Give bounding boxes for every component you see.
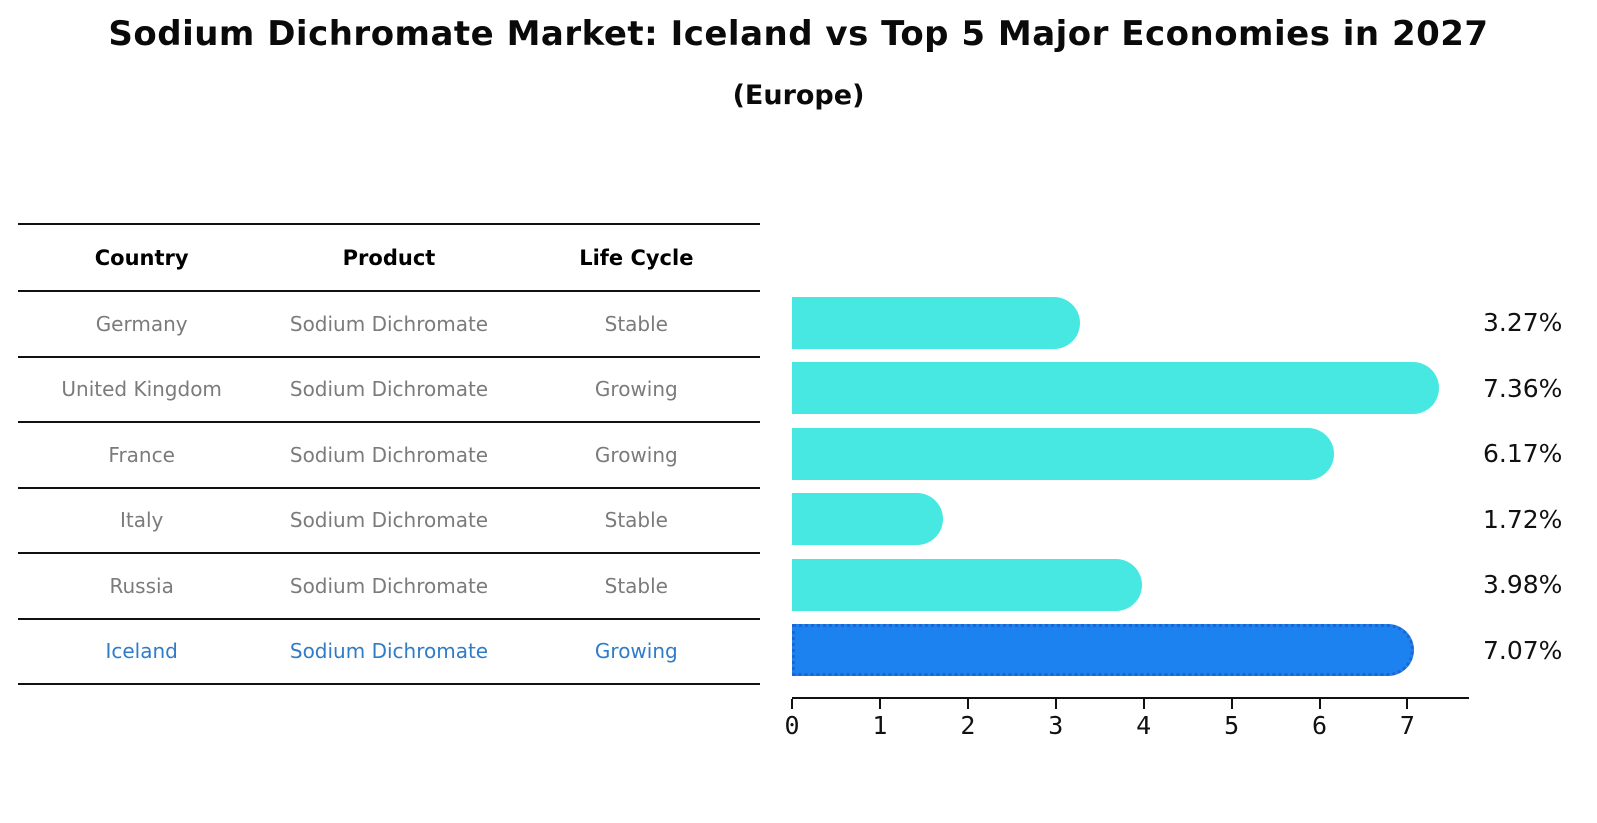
tick-mark xyxy=(966,699,969,709)
tick-mark xyxy=(791,699,793,709)
bar-germany xyxy=(792,296,1080,349)
country-cell: Germany xyxy=(95,311,188,336)
bar-united-kingdom xyxy=(792,362,1440,415)
x-tick-label: 0 xyxy=(784,711,800,740)
bar-iceland-highlighted xyxy=(792,624,1414,677)
bar-russia xyxy=(792,558,1142,611)
bar-row: 3.27% xyxy=(792,290,1562,356)
life-cycle-cell: Stable xyxy=(604,573,668,598)
bar-row: 1.72% xyxy=(792,487,1562,553)
product-cell: Sodium Dichromate xyxy=(289,639,489,664)
product-cell: Sodium Dichromate xyxy=(289,377,489,402)
table-row: France Sodium Dichromate Growing xyxy=(18,423,760,489)
page-subtitle: (Europe) xyxy=(732,80,865,111)
value-label: 3.98% xyxy=(1483,570,1563,600)
column-header-country: Country xyxy=(94,245,189,270)
life-cycle-cell: Growing xyxy=(594,639,678,664)
data-table: Country Product Life Cycle Germany Sodiu… xyxy=(18,223,760,685)
life-cycle-cell: Stable xyxy=(604,508,668,533)
tick-mark xyxy=(1230,699,1233,709)
country-cell: Iceland xyxy=(105,639,178,664)
tick-mark xyxy=(1406,699,1409,709)
life-cycle-cell: Growing xyxy=(594,442,678,467)
x-axis: 0 1 2 3 4 5 6 7 xyxy=(784,697,1469,740)
tick-mark xyxy=(1142,699,1145,709)
x-tick-label: 5 xyxy=(1224,711,1240,740)
life-cycle-cell: Growing xyxy=(594,377,678,402)
x-tick-label: 6 xyxy=(1312,711,1328,740)
table-row: Italy Sodium Dichromate Stable xyxy=(18,489,760,554)
product-cell: Sodium Dichromate xyxy=(289,508,489,533)
x-tick-label: 1 xyxy=(872,711,888,740)
bar-row: 7.36% xyxy=(792,356,1562,422)
table-row: Germany Sodium Dichromate Stable xyxy=(18,292,760,358)
country-cell: France xyxy=(108,442,175,467)
country-cell: Italy xyxy=(119,508,164,533)
country-cell: United Kingdom xyxy=(61,377,222,402)
bar-row: 3.98% xyxy=(792,552,1562,618)
bar-france xyxy=(792,427,1335,480)
tick-mark xyxy=(878,699,881,709)
bar-row: 6.17% xyxy=(792,421,1562,487)
x-tick-label: 7 xyxy=(1399,711,1415,740)
value-label: 7.07% xyxy=(1483,635,1563,665)
x-tick-label: 4 xyxy=(1136,711,1152,740)
table-row: Russia Sodium Dichromate Stable xyxy=(18,554,760,620)
tick-mark xyxy=(1318,699,1321,709)
page-title: Sodium Dichromate Market: Iceland vs Top… xyxy=(108,14,1489,54)
value-label: 3.27% xyxy=(1483,308,1563,338)
life-cycle-cell: Stable xyxy=(604,311,668,336)
value-label: 6.17% xyxy=(1483,439,1563,469)
table-row: United Kingdom Sodium Dichromate Growing xyxy=(18,358,760,423)
table-header-row: Country Product Life Cycle xyxy=(18,225,760,292)
bar-chart: 3.27% 7.36% 6.17% 1.72% 3.98% 7.07% xyxy=(792,290,1562,684)
product-cell: Sodium Dichromate xyxy=(289,442,489,467)
x-tick-label: 3 xyxy=(1048,711,1064,740)
product-cell: Sodium Dichromate xyxy=(289,573,489,598)
bar-italy xyxy=(792,493,944,546)
product-cell: Sodium Dichromate xyxy=(289,311,489,336)
table-row-highlighted: Iceland Sodium Dichromate Growing xyxy=(18,620,760,685)
value-label: 7.36% xyxy=(1483,373,1563,403)
value-label: 1.72% xyxy=(1483,504,1563,534)
x-tick-label: 2 xyxy=(960,711,976,740)
bar-row: 7.07% xyxy=(792,618,1562,684)
tick-mark xyxy=(1054,699,1057,709)
column-header-life-cycle: Life Cycle xyxy=(579,245,694,270)
country-cell: Russia xyxy=(109,573,174,598)
column-header-product: Product xyxy=(342,245,436,270)
